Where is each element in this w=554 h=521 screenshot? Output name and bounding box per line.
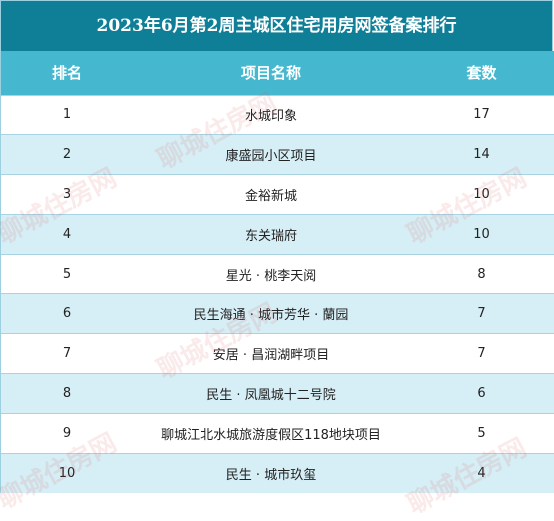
header-row: 排名 项目名称 套数: [1, 51, 554, 95]
cell-count: 5: [409, 412, 554, 454]
ranking-table: 排名 项目名称 套数 1 水城印象 17 2 康盛园小区项目 14 3 金裕新城 10 4 东关瑞府…: [1, 51, 554, 493]
cell-rank: 3: [1, 174, 133, 215]
cell-count: 4: [409, 452, 554, 493]
cell-rank: 7: [1, 333, 133, 374]
table-title: 2023年6月第2周主城区住宅用房网签备案排行: [1, 1, 552, 51]
cell-rank: 5: [1, 253, 133, 294]
cell-project-name: 星光 · 桃李天阅: [133, 253, 409, 294]
cell-project-name: 金裕新城: [133, 174, 409, 215]
header-count: 套数: [466, 64, 497, 83]
cell-project-name: 康盛园小区项目: [133, 134, 409, 175]
cell-project-name: 东关瑞府: [133, 213, 409, 255]
table-row: 8 民生 · 凤凰城十二号院 6: [1, 373, 554, 414]
cell-count: 10: [409, 213, 554, 255]
table-row: 2 康盛园小区项目 14: [1, 134, 554, 175]
header-rank: 排名: [51, 64, 82, 83]
cell-rank: 1: [1, 94, 133, 135]
cell-count: 14: [409, 134, 554, 175]
cell-count: 7: [409, 333, 554, 374]
table-row: 4 东关瑞府 10: [1, 213, 554, 255]
cell-rank: 8: [1, 373, 133, 414]
header-project-name: 项目名称: [240, 64, 301, 83]
table-row: 5 星光 · 桃李天阅 8: [1, 253, 554, 294]
cell-count: 7: [409, 293, 554, 334]
cell-project-name: 民生海通 · 城市芳华 · 蘭园: [133, 293, 409, 334]
cell-project-name: 安居 · 昌润湖畔项目: [133, 333, 409, 374]
cell-project-name: 民生 · 城市玖玺: [133, 452, 409, 493]
cell-rank: 4: [1, 213, 133, 255]
cell-count: 8: [409, 253, 554, 294]
cell-rank: 9: [1, 412, 133, 454]
cell-rank: 10: [1, 452, 133, 493]
table-row: 10 民生 · 城市玖玺 4: [1, 452, 554, 493]
table-row: 3 金裕新城 10: [1, 174, 554, 215]
cell-count: 10: [409, 174, 554, 215]
table-row: 9 聊城江北水城旅游度假区118地块项目 5: [1, 412, 554, 454]
cell-count: 6: [409, 373, 554, 414]
cell-project-name: 民生 · 凤凰城十二号院: [133, 373, 409, 414]
cell-count: 17: [409, 94, 554, 135]
cell-rank: 6: [1, 293, 133, 334]
cell-rank: 2: [1, 134, 133, 175]
table-row: 1 水城印象 17: [1, 94, 554, 135]
cell-project-name: 水城印象: [133, 94, 409, 135]
cell-project-name: 聊城江北水城旅游度假区118地块项目: [133, 412, 409, 454]
table-row: 6 民生海通 · 城市芳华 · 蘭园 7: [1, 293, 554, 334]
table-row: 7 安居 · 昌润湖畔项目 7: [1, 333, 554, 374]
